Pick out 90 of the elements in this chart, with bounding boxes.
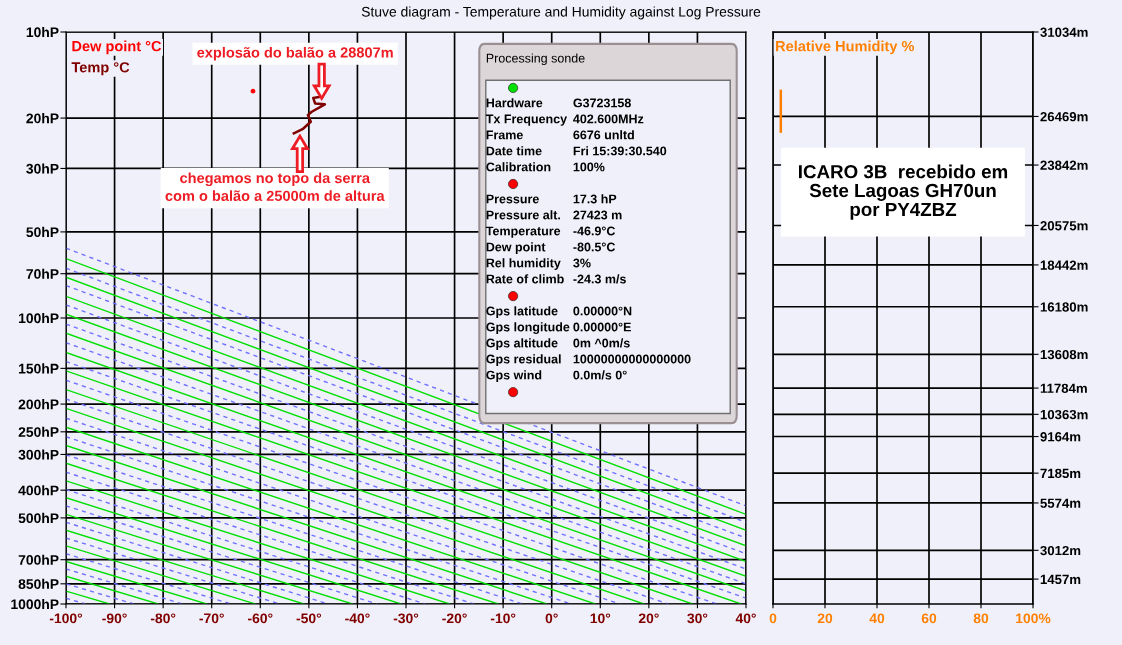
text: 100% (573, 162, 605, 172)
x-tick-label: 10° (590, 613, 611, 624)
text: 27423 m (573, 210, 622, 220)
x-tick-label: -50° (296, 613, 322, 624)
text: 6676 unltd (573, 130, 634, 140)
y-tick-label: 70hP (26, 268, 59, 279)
y-tick-label: 200hP (18, 399, 59, 410)
category-label: Rate of climb (486, 274, 564, 284)
text: 10000000000000000 (573, 354, 691, 364)
x-tick-label: 100% (1016, 613, 1051, 624)
annotation: ICARO 3B recebido em Sete Lagoas GH70un por PY4ZBZ (799, 164, 1008, 220)
y2-tick-label: 13608m (1040, 349, 1088, 360)
text: -80.5°C (573, 242, 616, 252)
text: 3% (573, 258, 591, 268)
text: Processing sonde (486, 53, 585, 66)
category-label: Date time (486, 146, 542, 156)
y-tick-label: 1000hP (11, 598, 59, 610)
category-label: Gps altitude (486, 338, 558, 350)
y-tick-label: 30hP (26, 163, 59, 174)
category-label: Dew point (486, 242, 546, 254)
x-tick-label: -20° (442, 613, 467, 624)
text: -46.9°C (573, 226, 616, 236)
y2-tick-label: 9164m (1040, 432, 1081, 442)
y2-tick-label: 11784m (1040, 383, 1087, 393)
y2-tick-label: 16180m (1040, 302, 1088, 312)
category-label: Frame (486, 130, 523, 140)
category-label: Pressure (486, 194, 539, 204)
x-tick-label: -40° (345, 613, 370, 624)
text: 402.600MHz (573, 114, 644, 124)
y2-tick-label: 23842m (1040, 160, 1088, 170)
x-tick-label: 0 (769, 613, 777, 624)
x-tick-label: -70° (199, 613, 224, 624)
y2-tick-label: 26469m (1040, 112, 1088, 122)
x-tick-label: -90° (102, 613, 127, 624)
x-tick-label: -60° (248, 613, 273, 624)
y2-tick-label: 31034m (1040, 27, 1088, 37)
category-label: Gps wind (486, 370, 542, 382)
y-tick-label: 100hP (19, 312, 59, 324)
y2-tick-label: 5574m (1040, 498, 1081, 508)
x-tick-label: -10° (490, 613, 516, 624)
y-tick-label: 300hP (18, 449, 59, 460)
y2-tick-label: 7185m (1040, 468, 1081, 479)
x-tick-label: 60 (921, 613, 937, 624)
annotation: chegamos no topo da serra com o balão a 25000m de altura (165, 172, 385, 202)
y-tick-label: 150hP (19, 363, 59, 374)
text: Fri 15:39:30.540 (573, 146, 667, 156)
x-tick-label: 40° (735, 613, 756, 624)
x-tick-label: -100° (49, 613, 83, 624)
category-label: Rel humidity (486, 258, 561, 270)
x-tick-label: 20 (817, 613, 833, 624)
y2-tick-label: 1457m (1040, 574, 1081, 585)
y-tick-label: 20hP (26, 113, 59, 124)
x-tick-label: 80 (973, 613, 989, 624)
text: Temp °C (71, 62, 130, 76)
y2-tick-label: 18442m (1040, 260, 1088, 270)
chart-title: Stuve diagram - Temperature and Humidity against Log Pressure (361, 6, 761, 20)
x-tick-label: 40 (869, 613, 885, 624)
x-tick-label: 20° (638, 613, 659, 624)
category-label: Pressure alt. (486, 210, 560, 220)
text: 0.00000°E (573, 322, 631, 332)
text: 17.3 hP (573, 194, 617, 204)
text: Dew point °C (72, 40, 162, 55)
y-tick-label: 700hP (18, 554, 59, 565)
text: -24.3 m/s (573, 274, 626, 284)
text: 0m ^0m/s (573, 338, 630, 348)
x-tick-label: 30° (687, 613, 708, 624)
annotation: explosão do balão a 28807m (197, 46, 393, 61)
text: 0.00000°N (573, 306, 632, 316)
category-label: Temperature (485, 226, 561, 238)
category-label: Gps residual (486, 354, 561, 366)
y-tick-label: 400hP (18, 485, 59, 496)
x-tick-label: 0° (545, 613, 558, 624)
x-tick-label: -80° (150, 613, 176, 624)
y-tick-label: 10hP (26, 26, 59, 38)
text: G3723158 (573, 98, 631, 108)
y2-tick-label: 3012m (1040, 545, 1081, 556)
category-label: Gps latitude (486, 306, 558, 318)
category-label: Calibration (486, 162, 551, 172)
x-tick-label: -30° (393, 613, 419, 624)
text: 0.0m/s 0° (573, 370, 627, 380)
text: Relative Humidity % (776, 40, 915, 55)
y2-tick-label: 20575m (1040, 221, 1088, 231)
y-tick-label: 250hP (18, 426, 59, 437)
category-label: Gps longitude (486, 322, 570, 334)
category-label: Hardware (486, 98, 543, 108)
y-tick-label: 500hP (18, 512, 59, 524)
y-tick-label: 50hP (26, 226, 59, 238)
y2-tick-label: 10363m (1040, 409, 1088, 420)
y-tick-label: 850hP (18, 578, 59, 589)
category-label: Tx Frequency (485, 114, 568, 126)
